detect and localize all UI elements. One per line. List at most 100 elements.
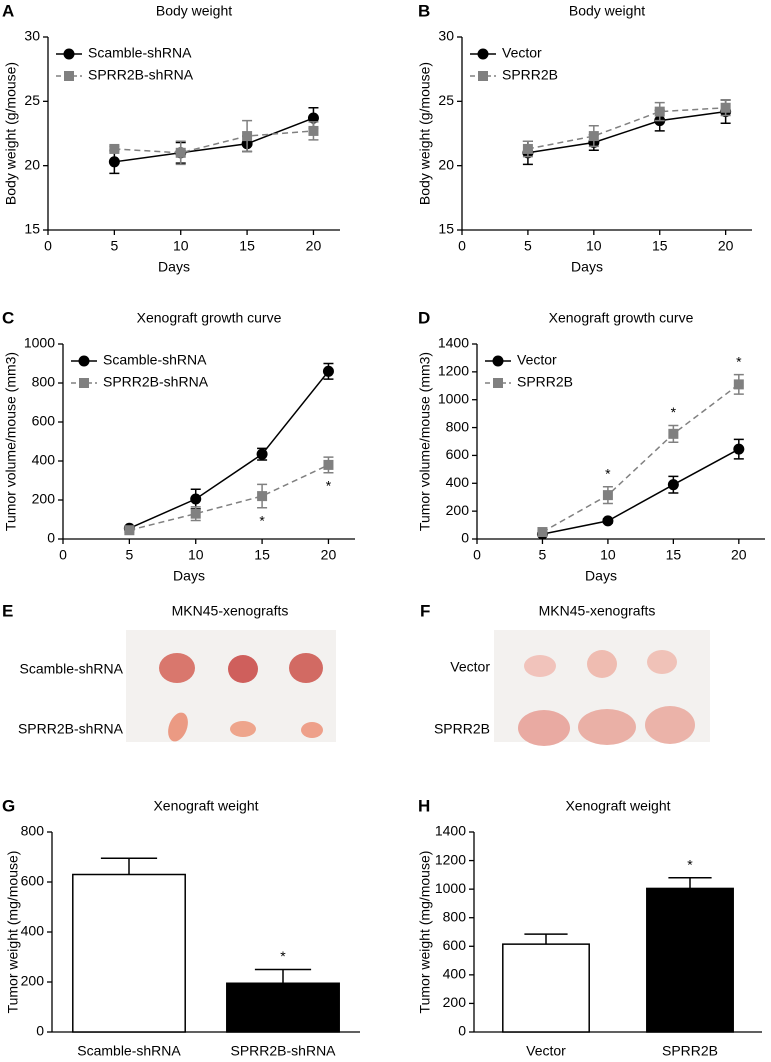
marker (602, 490, 613, 501)
chart-panel: D Xenograft growth curve Tumor volume/mous… (417, 308, 765, 584)
legend-marker (478, 71, 488, 81)
series-line (114, 117, 314, 163)
x-tick-label: 15 (239, 238, 255, 254)
row-label: SPRR2B-shRNA (18, 721, 124, 737)
y-tick-label: 400 (443, 966, 467, 982)
panel-letter: A (2, 1, 14, 20)
legend-label: SPRR2B (502, 67, 558, 83)
marker (242, 131, 253, 142)
significance-mark: * (326, 477, 332, 493)
row-label: Vector (450, 659, 490, 675)
panel-letter: F (420, 601, 430, 620)
significance-mark: * (736, 353, 742, 369)
y-tick-label: 1400 (435, 823, 466, 839)
x-tick-label: SPRR2B-shRNA (230, 1043, 336, 1059)
y-tick-label: 1400 (438, 335, 469, 351)
photo-title: MKN45-xenografts (172, 603, 289, 619)
chart-title: Xenograft weight (153, 798, 258, 814)
panel-letter: H (418, 796, 430, 815)
y-tick-label: 20 (24, 156, 40, 172)
y-tick-label: 30 (24, 28, 40, 44)
tumor (524, 655, 556, 677)
panel-letter: G (2, 796, 15, 815)
y-tick-label: 800 (446, 418, 470, 434)
significance-mark: * (280, 948, 286, 964)
y-tick-label: 30 (438, 28, 454, 44)
bar (72, 873, 186, 1033)
chart-panel: H Xenograft weight Tumor weight (mg/mouse)… (417, 796, 762, 1059)
marker (109, 143, 120, 154)
chart-title: Xenograft weight (565, 798, 670, 814)
y-axis-label: Body weight (g/mouse) (417, 62, 433, 205)
x-tick-label: 20 (321, 547, 337, 563)
significance-mark: * (259, 513, 265, 529)
x-tick-label: 5 (125, 547, 133, 563)
x-tick-label: 20 (718, 238, 734, 254)
series-line (527, 110, 726, 154)
x-tick-label: 0 (473, 547, 481, 563)
chart-panel: G Xenograft weight Tumor weight (mg/mouse)… (2, 796, 360, 1059)
y-tick-label: 25 (24, 92, 40, 108)
x-tick-label: Scamble-shRNA (77, 1043, 181, 1059)
y-tick-label: 400 (32, 452, 56, 468)
marker (733, 379, 744, 390)
marker (190, 493, 202, 505)
significance-mark: * (687, 856, 693, 872)
x-tick-label: 10 (173, 238, 189, 254)
tumor (645, 706, 695, 744)
legend-label: SPRR2B-shRNA (88, 67, 194, 83)
marker (257, 491, 268, 502)
marker (308, 125, 319, 136)
error-bar (668, 876, 712, 889)
marker (668, 428, 679, 439)
tumor (587, 650, 617, 678)
marker (175, 147, 186, 158)
marker (667, 479, 679, 491)
y-tick-label: 15 (438, 221, 454, 237)
marker (733, 443, 745, 455)
x-tick-label: 20 (731, 547, 747, 563)
y-tick-label: 0 (461, 530, 469, 546)
x-tick-label: 0 (44, 238, 52, 254)
y-tick-label: 0 (458, 1023, 466, 1039)
x-axis-label: Days (158, 259, 190, 275)
photo-panel: E MKN45-xenografts Scamble-shRNA SPRR2B-… (2, 601, 336, 742)
marker (323, 459, 334, 470)
legend-marker (493, 378, 503, 388)
photo-panel: F MKN45-xenografts Vector SPRR2B (420, 601, 710, 746)
marker (602, 515, 614, 527)
y-tick-label: 600 (446, 446, 470, 462)
y-tick-label: 0 (36, 1023, 44, 1039)
y-tick-label: 600 (21, 873, 45, 889)
marker (537, 527, 548, 538)
y-tick-label: 600 (32, 413, 56, 429)
tumor (159, 653, 195, 683)
chart-title: Xenograft growth curve (549, 310, 694, 326)
y-tick-label: 400 (21, 923, 45, 939)
photo (126, 630, 336, 742)
x-tick-label: Vector (526, 1043, 566, 1059)
y-tick-label: 20 (438, 156, 454, 172)
marker (588, 131, 599, 142)
series-line (114, 130, 314, 154)
marker (322, 365, 334, 377)
y-axis-label: Tumor volume/mouse (mm3) (3, 352, 19, 531)
y-axis-label: Tumor weight (mg/mouse) (5, 851, 21, 1014)
legend-label: Scamble-shRNA (103, 352, 207, 368)
legend-label: Scamble-shRNA (88, 45, 192, 61)
x-tick-label: 5 (539, 547, 547, 563)
x-tick-label: 5 (110, 238, 118, 254)
x-axis-label: Days (173, 568, 205, 584)
legend-label: Vector (517, 352, 557, 368)
tumor (168, 712, 188, 742)
x-axis-label: Days (571, 259, 603, 275)
y-tick-label: 1200 (435, 851, 466, 867)
marker (720, 102, 731, 113)
x-tick-label: 0 (458, 238, 466, 254)
bar (226, 982, 340, 1033)
y-tick-label: 800 (443, 908, 467, 924)
y-tick-label: 200 (443, 994, 467, 1010)
chart-panel: B Body weight Body weight (g/mouse) 15 20 25 3… (417, 1, 752, 275)
x-tick-label: SPRR2B (662, 1043, 718, 1059)
